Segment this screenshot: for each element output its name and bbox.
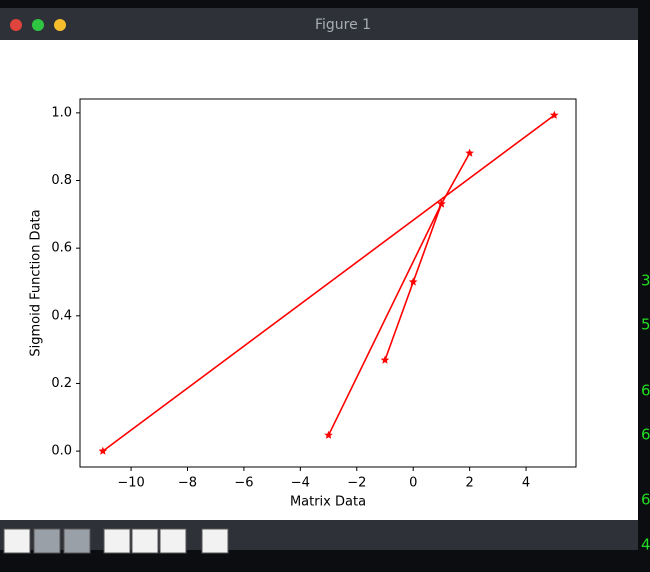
forward-button[interactable] [63, 528, 91, 554]
data-point [437, 199, 446, 208]
figure [0, 40, 638, 520]
close-button[interactable] [10, 19, 22, 31]
y-tick-label: 0.8 [51, 173, 72, 188]
y-tick-label: 0.0 [51, 444, 72, 459]
x-axis-label: Matrix Data [290, 495, 366, 510]
title-bar [0, 8, 638, 40]
terminal-text: 6 [641, 426, 650, 444]
toolbar [0, 520, 638, 550]
terminal-text: 6 [641, 491, 650, 509]
window-title: Figure 1 [315, 17, 371, 33]
x-tick-label: −10 [117, 476, 144, 491]
x-tick-label: −4 [291, 476, 310, 491]
back-button[interactable] [33, 528, 61, 554]
y-tick-label: 1.0 [51, 105, 72, 120]
maximize-button[interactable] [32, 19, 44, 31]
x-tick-label: 4 [522, 476, 530, 491]
pan-button[interactable] [103, 528, 131, 554]
terminal-text: 4 [641, 536, 650, 554]
plot-frame [79, 98, 577, 468]
configure-button[interactable] [159, 528, 187, 554]
save-button[interactable] [201, 528, 229, 554]
data-point [465, 148, 474, 157]
terminal-text: 3 [641, 272, 650, 290]
data-line [102, 114, 555, 452]
data-point [324, 430, 333, 439]
data-line [327, 203, 443, 436]
data-point [98, 446, 108, 455]
home-button[interactable] [3, 528, 31, 554]
terminal-text: 6 [641, 382, 650, 400]
data-point [380, 355, 390, 364]
y-tick-label: 0.4 [51, 308, 72, 323]
x-tick-label: −8 [178, 476, 197, 491]
x-tick-label: −2 [347, 476, 366, 491]
y-tick-label: 0.6 [51, 241, 72, 256]
data-point [550, 110, 559, 119]
minimize-button[interactable] [54, 19, 66, 31]
x-tick-label: 2 [465, 476, 473, 491]
data-line [384, 152, 471, 361]
y-axis-label: Sigmoid Function Data [29, 209, 44, 356]
data-point [408, 277, 418, 286]
x-tick-label: −6 [234, 476, 253, 491]
x-tick-label: 0 [409, 476, 417, 491]
zoom-button[interactable] [131, 528, 159, 554]
y-tick-label: 0.2 [51, 376, 72, 391]
terminal-text: 5 [641, 316, 650, 334]
toolbar-buttons [3, 528, 229, 554]
